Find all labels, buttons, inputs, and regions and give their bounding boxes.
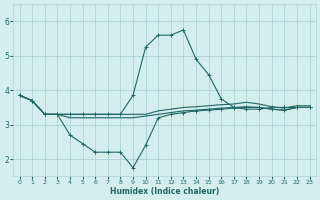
- X-axis label: Humidex (Indice chaleur): Humidex (Indice chaleur): [110, 187, 219, 196]
